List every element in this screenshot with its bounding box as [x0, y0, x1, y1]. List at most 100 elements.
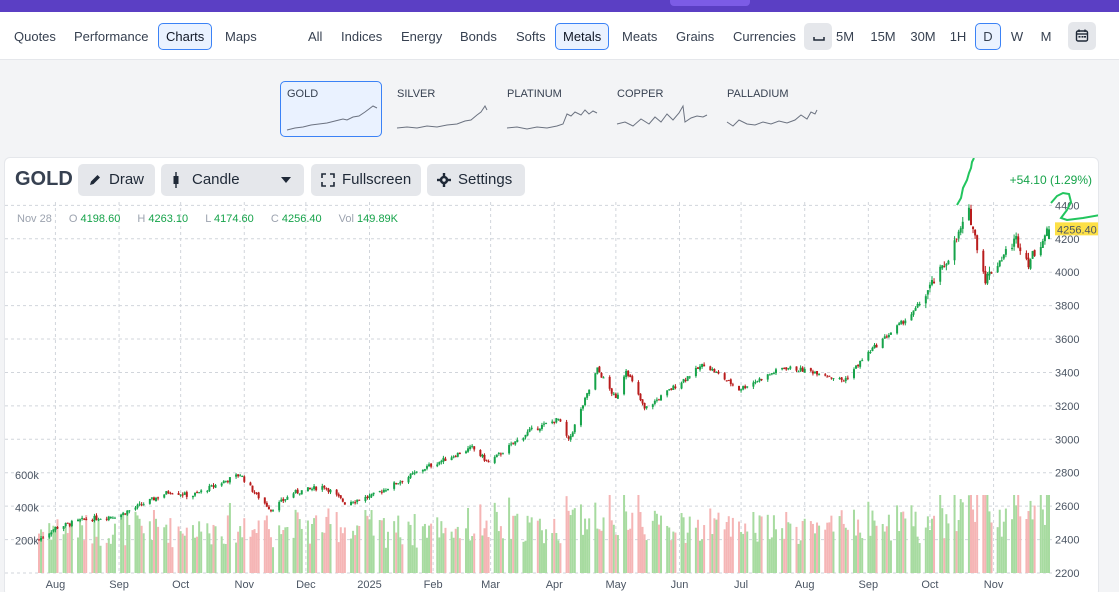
volume-bar	[107, 538, 110, 573]
fullscreen-button[interactable]: Fullscreen	[311, 164, 421, 196]
timeframe-1h[interactable]: 1H	[949, 29, 967, 44]
candle-body	[183, 492, 186, 495]
candle-body	[473, 446, 476, 450]
category-softs[interactable]: Softs	[516, 29, 546, 44]
volume-bar	[329, 524, 332, 573]
volume-bar	[746, 531, 749, 573]
volume-bar	[315, 515, 318, 573]
volume-bar	[840, 510, 843, 573]
tab-maps[interactable]: Maps	[225, 29, 257, 44]
volume-bar	[284, 527, 287, 573]
candle-body	[257, 492, 260, 499]
volume-bar	[208, 533, 211, 573]
volume-bar	[97, 519, 100, 573]
thumbnail-platinum[interactable]: PLATINUM	[500, 81, 602, 137]
volume-bar	[957, 520, 960, 573]
volume-bar	[855, 535, 858, 573]
volume-bar	[924, 527, 927, 573]
category-currencies[interactable]: Currencies	[733, 29, 796, 44]
tab-performance[interactable]: Performance	[74, 29, 149, 44]
volume-bar	[961, 502, 964, 573]
date-picker-button[interactable]	[1068, 22, 1096, 50]
volume-bar	[586, 529, 589, 573]
category-metals[interactable]: Metals	[555, 23, 610, 50]
timeframe-5m[interactable]: 5M	[835, 29, 855, 44]
x-tick-label: Oct	[172, 579, 189, 591]
tab-charts[interactable]: Charts	[158, 23, 213, 50]
volume-bar	[887, 514, 890, 573]
candle-body	[401, 480, 404, 482]
candle-body	[458, 452, 461, 455]
candle-body	[181, 494, 184, 496]
volume-bar	[181, 533, 184, 573]
volume-bar	[128, 524, 131, 573]
category-bonds[interactable]: Bonds	[460, 29, 497, 44]
candle-body	[343, 502, 346, 505]
timeframe-30m[interactable]: 30M	[910, 29, 936, 44]
timeframe-d[interactable]: D	[975, 23, 1001, 50]
volume-bar	[150, 540, 153, 573]
candle-body	[584, 397, 587, 406]
candle-body	[760, 379, 763, 381]
volume-bar	[828, 522, 831, 573]
thumbnail-palladium[interactable]: PALLADIUM	[720, 81, 822, 137]
candle-body	[77, 519, 80, 522]
candle-body	[553, 421, 556, 423]
candle-body	[811, 371, 814, 374]
timeframe-1m-button[interactable]	[804, 23, 832, 50]
thumbnail-silver[interactable]: SILVER	[390, 81, 492, 137]
category-grains[interactable]: Grains	[676, 29, 715, 44]
category-energy[interactable]: Energy	[401, 29, 443, 44]
candlestick-icon	[173, 172, 179, 188]
category-indices[interactable]: Indices	[341, 29, 383, 44]
candle-body	[280, 499, 283, 502]
volume-bar	[770, 537, 773, 573]
volume-bar	[54, 526, 57, 573]
volume-bar	[536, 520, 539, 573]
tab-quotes[interactable]: Quotes	[14, 29, 56, 44]
category-all[interactable]: All	[308, 29, 323, 44]
volume-bar	[787, 522, 790, 573]
timeframe-15m[interactable]: 15M	[870, 29, 896, 44]
chart-type-dropdown[interactable]: Candle	[161, 164, 304, 196]
candle-body	[579, 409, 582, 426]
timeframe-w[interactable]: W	[1010, 29, 1024, 44]
volume-bar	[579, 504, 582, 573]
volume-bar	[177, 526, 180, 573]
candle-body	[651, 404, 654, 407]
candle-body	[430, 463, 433, 467]
volume-bar	[715, 519, 718, 573]
volume-bar	[959, 499, 962, 573]
price-chart[interactable]: 2200 2400 2600 2800 3000 3200 3400 3600 3800 4000…	[5, 158, 1099, 592]
timeframe-m[interactable]: M	[1040, 29, 1052, 44]
volume-bar	[350, 538, 353, 573]
candle-body	[711, 369, 714, 371]
volume-bar	[631, 512, 634, 573]
candle-body	[666, 390, 669, 396]
candle-body	[438, 462, 441, 465]
volume-bar	[95, 536, 98, 573]
thumbnail-copper[interactable]: COPPER	[610, 81, 712, 137]
category-meats[interactable]: Meats	[622, 29, 658, 44]
candle-body	[972, 226, 975, 230]
draw-button[interactable]: Draw	[78, 164, 155, 196]
candle-body	[179, 494, 182, 496]
volume-bar	[393, 521, 396, 573]
x-tick-label: Nov	[235, 579, 255, 591]
volume-bar	[871, 510, 874, 573]
settings-button[interactable]: Settings	[427, 164, 525, 196]
candle-body	[688, 376, 691, 378]
volume-bar	[397, 515, 400, 573]
candle-body	[653, 400, 656, 404]
volume-bar	[497, 531, 500, 573]
candle-body	[128, 510, 131, 512]
volume-bar	[327, 508, 330, 573]
candle-body	[464, 451, 467, 454]
thumbnail-gold[interactable]: GOLD	[280, 81, 382, 137]
volume-bar	[875, 525, 878, 573]
candle-body	[740, 389, 743, 391]
top-strip-tab[interactable]	[670, 0, 750, 6]
candle-body	[165, 491, 168, 495]
volume-bar	[292, 537, 295, 573]
volume-bar	[77, 537, 80, 573]
